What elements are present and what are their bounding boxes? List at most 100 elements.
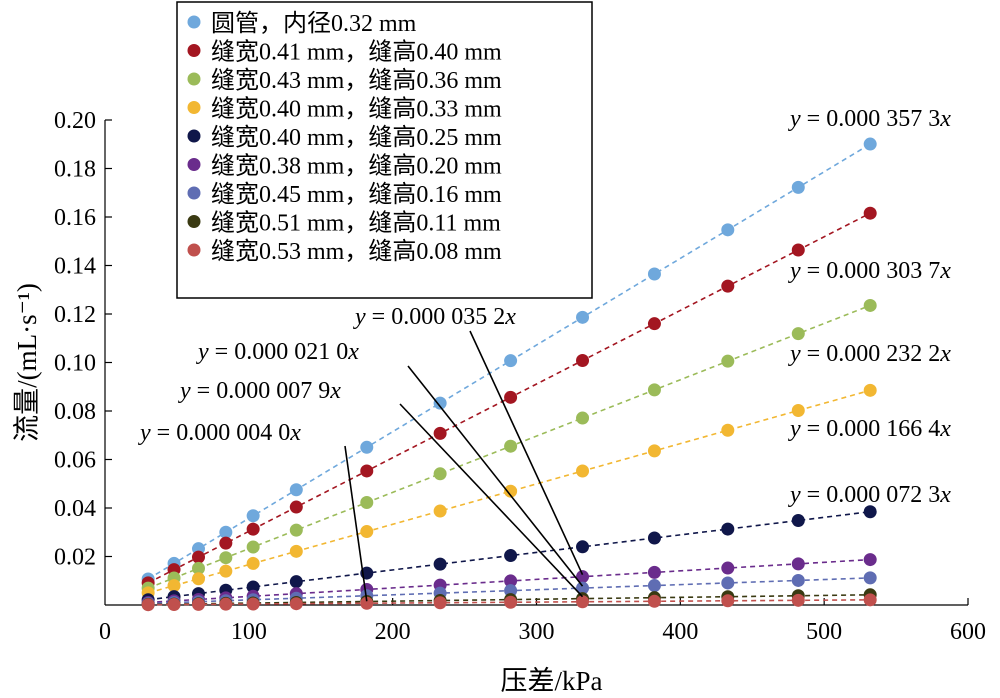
data-point xyxy=(647,383,661,397)
equation-label: y = 0.000 004 0x xyxy=(138,420,301,446)
data-point xyxy=(863,298,877,312)
data-point xyxy=(863,593,877,607)
data-point xyxy=(246,540,260,554)
data-point xyxy=(360,440,374,454)
legend-label: 缝宽0.53 mm，缝高0.08 mm xyxy=(211,238,502,265)
data-point xyxy=(191,597,205,611)
data-point xyxy=(647,267,661,281)
leader-line xyxy=(344,445,368,602)
data-point xyxy=(504,390,518,404)
data-point xyxy=(791,180,805,194)
data-point xyxy=(289,523,303,537)
y-tick-label: 0.20 xyxy=(54,108,96,134)
data-point xyxy=(433,396,447,410)
data-point xyxy=(721,223,735,237)
equation-label: y = 0.000 072 3x xyxy=(788,482,951,508)
data-points xyxy=(141,137,877,612)
legend-marker xyxy=(187,158,201,171)
legend-label: 缝宽0.40 mm，缝高0.25 mm xyxy=(211,124,502,151)
legend-marker xyxy=(187,15,201,29)
equation-label: y = 0.000 357 3x xyxy=(788,106,951,132)
equation-label: y = 0.000 021 0x xyxy=(196,339,359,365)
legend-label: 缝宽0.40 mm，缝高0.33 mm xyxy=(211,96,502,123)
data-point xyxy=(360,596,374,610)
data-point xyxy=(863,505,877,519)
data-point xyxy=(289,544,303,558)
legend-marker xyxy=(187,72,201,86)
legend-label: 缝宽0.51 mm，缝高0.11 mm xyxy=(211,210,501,237)
data-point xyxy=(289,500,303,514)
data-point xyxy=(863,571,877,585)
data-point xyxy=(219,597,233,611)
x-tick-label: 500 xyxy=(806,619,842,645)
data-point xyxy=(721,423,735,437)
data-point xyxy=(647,444,661,458)
equation-labels: y = 0.000 357 3x y = 0.000 303 7x y = 0.00… xyxy=(138,106,951,508)
legend-marker xyxy=(187,101,201,114)
y-axis-title: 流量/(mL·s⁻¹) xyxy=(12,283,42,442)
data-point xyxy=(246,556,260,570)
data-point xyxy=(576,540,590,554)
axes: 0.02 0.04 0.06 0.08 0.10 0.12 0.14 0.16 0.18 0.20… xyxy=(12,108,986,696)
data-point xyxy=(219,564,233,578)
data-point xyxy=(721,354,735,368)
data-point xyxy=(504,549,518,563)
data-point xyxy=(504,574,518,588)
data-point xyxy=(647,531,661,545)
y-tick-label: 0.06 xyxy=(54,448,96,474)
x-tick-label: 600 xyxy=(950,619,986,645)
leader-lines xyxy=(344,330,584,602)
equation-label: y = 0.000 303 7x xyxy=(788,258,951,284)
data-point xyxy=(433,426,447,440)
data-point xyxy=(141,598,155,612)
data-point xyxy=(433,504,447,518)
data-point xyxy=(167,579,181,593)
data-point xyxy=(721,561,735,575)
legend-marker xyxy=(187,215,201,228)
data-point xyxy=(576,595,590,609)
legend-label: 缝宽0.45 mm，缝高0.16 mm xyxy=(211,181,502,208)
legend-box xyxy=(176,1,593,299)
equation-label: y = 0.000 232 2x xyxy=(788,341,951,367)
y-tick-label: 0.04 xyxy=(54,496,96,522)
y-tick-label: 0.10 xyxy=(54,351,96,377)
data-point xyxy=(791,404,805,418)
equation-label: y = 0.000 007 9x xyxy=(178,378,341,404)
data-point xyxy=(191,561,205,575)
data-point xyxy=(433,596,447,610)
data-point xyxy=(289,483,303,497)
data-point xyxy=(791,513,805,527)
legend-label: 缝宽0.43 mm，缝高0.36 mm xyxy=(211,67,502,94)
data-point xyxy=(219,551,233,565)
data-point xyxy=(504,484,518,498)
data-point xyxy=(191,550,205,564)
data-point xyxy=(576,310,590,324)
data-point xyxy=(647,594,661,608)
data-point xyxy=(246,580,260,594)
y-tick-label: 0.08 xyxy=(54,399,96,425)
x-tick-label: 300 xyxy=(519,619,555,645)
data-point xyxy=(360,464,374,478)
data-point xyxy=(863,553,877,567)
data-point xyxy=(504,354,518,368)
data-point xyxy=(721,279,735,293)
data-point xyxy=(360,496,374,510)
data-point xyxy=(504,595,518,609)
data-point xyxy=(791,593,805,607)
data-point xyxy=(576,570,590,584)
data-point xyxy=(504,439,518,453)
data-point xyxy=(576,353,590,367)
fit-line xyxy=(147,143,871,580)
equation-label: y = 0.000 166 4x xyxy=(788,416,951,442)
legend-marker xyxy=(187,186,201,200)
y-tick-label: 0.02 xyxy=(54,545,96,571)
data-point xyxy=(863,206,877,220)
equation-label: y = 0.000 035 2x xyxy=(353,304,516,330)
data-point xyxy=(791,573,805,587)
data-point xyxy=(791,243,805,257)
y-tick-label: 0.16 xyxy=(54,205,96,231)
x-tick-label: 400 xyxy=(662,619,698,645)
data-point xyxy=(289,575,303,589)
